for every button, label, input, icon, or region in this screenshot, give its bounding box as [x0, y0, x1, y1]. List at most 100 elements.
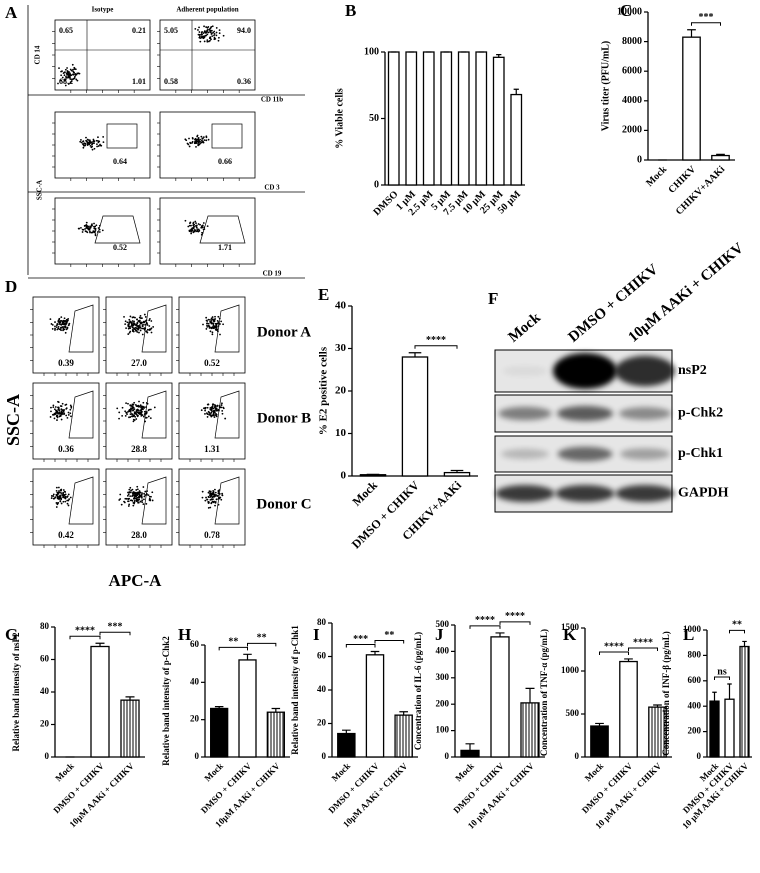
event-dot — [204, 35, 206, 37]
event-dot — [213, 33, 216, 35]
event-dot — [214, 404, 217, 407]
event-dot — [50, 497, 53, 499]
significance-bracket — [628, 647, 658, 651]
event-dot — [67, 504, 70, 507]
event-dot — [97, 145, 100, 147]
y-tick-label: 40 — [40, 686, 50, 696]
event-dot — [84, 227, 87, 230]
y-axis-label: SSC-A — [3, 394, 23, 446]
event-dot — [190, 230, 193, 233]
gate-value: 0.42 — [58, 530, 74, 540]
panel-letter: F — [488, 289, 498, 308]
event-dot — [209, 330, 212, 333]
event-dot — [208, 325, 211, 328]
event-dot — [189, 229, 192, 232]
significance-bracket — [414, 345, 458, 349]
event-dot — [207, 506, 210, 509]
x-tick-label: Mock — [53, 761, 76, 784]
event-dot — [213, 327, 216, 329]
event-dot — [61, 326, 64, 328]
event-dot — [135, 329, 137, 332]
event-dot — [214, 501, 217, 504]
y-axis-label: Relative band intensity of p-Chk1 — [290, 625, 300, 755]
event-dot — [147, 409, 150, 412]
event-dot — [140, 411, 143, 414]
event-dot — [138, 400, 140, 403]
event-dot — [194, 220, 197, 223]
event-dot — [221, 492, 224, 495]
event-dot — [139, 326, 142, 329]
event-dot — [202, 35, 205, 38]
event-dot — [216, 330, 219, 333]
event-dot — [133, 328, 135, 330]
error-bar — [399, 711, 408, 716]
panel-letter: E — [318, 285, 329, 304]
gate-value: 1.71 — [218, 243, 232, 252]
event-dot — [196, 138, 198, 141]
event-dot — [219, 333, 221, 336]
event-dot — [129, 416, 132, 418]
bar — [266, 711, 285, 758]
event-dot — [136, 331, 139, 333]
plot-title: Isotype — [92, 6, 114, 14]
event-dot — [132, 493, 135, 496]
significance-bracket — [99, 631, 131, 636]
y-tick-label: 400 — [688, 700, 702, 710]
y-tick-label: 0 — [374, 179, 379, 190]
event-dot — [67, 83, 70, 85]
event-dot — [66, 321, 68, 323]
event-dot — [124, 497, 127, 500]
event-dot — [215, 329, 218, 332]
event-dot — [149, 328, 151, 331]
event-dot — [90, 141, 93, 144]
event-dot — [56, 323, 59, 326]
event-dot — [62, 410, 65, 413]
event-dot — [203, 25, 205, 28]
event-dot — [133, 502, 136, 505]
event-dot — [91, 143, 93, 146]
event-dot — [127, 493, 130, 496]
event-dot — [149, 408, 152, 411]
event-dot — [201, 226, 203, 229]
event-dot — [57, 325, 60, 328]
gate — [199, 215, 246, 244]
panel-letter: H — [178, 625, 191, 644]
event-dot — [80, 139, 82, 141]
bar — [590, 725, 609, 758]
event-dot — [151, 491, 154, 494]
panel-letter: L — [683, 625, 694, 644]
event-dot — [201, 137, 204, 140]
event-dot — [60, 79, 63, 82]
event-dot — [72, 73, 75, 76]
event-dot — [211, 496, 214, 499]
plot-title: Adherent population — [176, 6, 238, 14]
event-dot — [207, 410, 210, 413]
event-dot — [69, 76, 71, 79]
bar — [337, 732, 356, 758]
event-dot — [192, 231, 195, 234]
error-bar — [342, 729, 351, 734]
event-dot — [211, 405, 214, 407]
event-dot — [138, 319, 141, 322]
error-bar — [624, 658, 633, 662]
event-dot — [124, 320, 127, 323]
event-dot — [128, 326, 131, 328]
x-tick-label: Mock — [583, 761, 606, 784]
event-dot — [204, 413, 206, 415]
event-dot — [217, 492, 220, 495]
event-dot — [197, 223, 200, 225]
event-dot — [131, 413, 134, 416]
event-dot — [136, 318, 139, 321]
event-dot — [59, 415, 62, 417]
event-dot — [121, 406, 124, 409]
event-dot — [138, 495, 141, 498]
event-dot — [202, 141, 205, 144]
event-dot — [69, 74, 72, 77]
event-dot — [222, 34, 225, 37]
event-dot — [152, 326, 155, 328]
event-dot — [138, 493, 140, 495]
event-dot — [60, 502, 63, 505]
event-dot — [137, 405, 140, 407]
event-dot — [145, 416, 148, 419]
event-dot — [190, 224, 192, 227]
